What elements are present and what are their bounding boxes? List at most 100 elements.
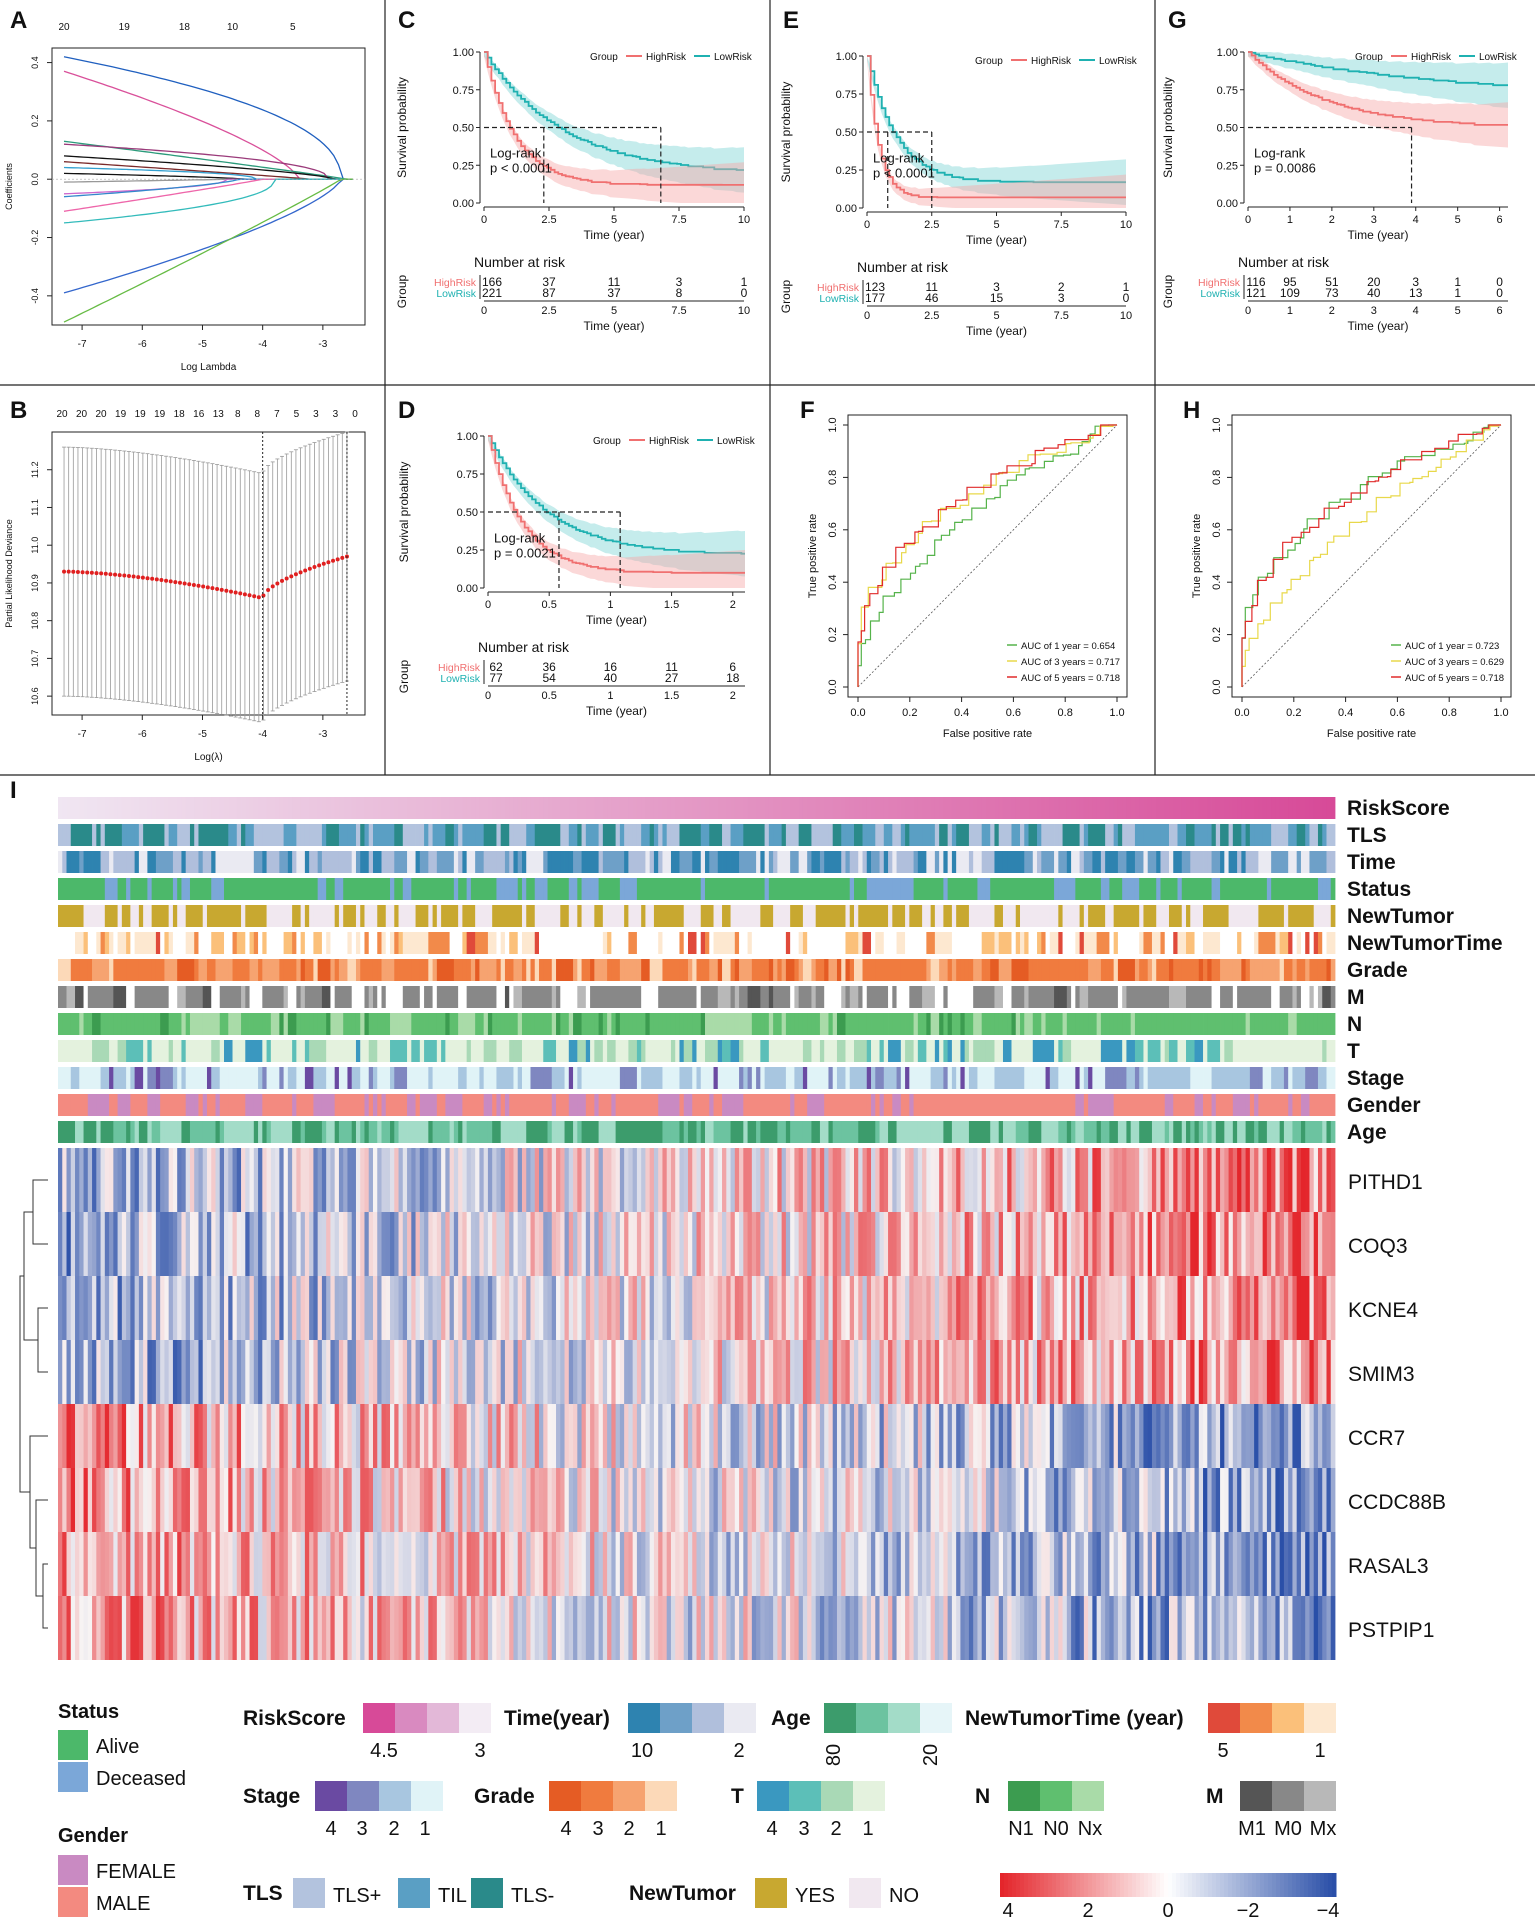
track-cell bbox=[1096, 932, 1102, 954]
heatmap-cell bbox=[475, 1148, 480, 1212]
track-cell bbox=[500, 986, 506, 1008]
heatmap-cell bbox=[483, 1148, 489, 1212]
track-cell bbox=[1275, 1040, 1281, 1062]
heatmap-cell bbox=[1109, 1148, 1115, 1212]
track-cell bbox=[896, 824, 902, 846]
track-cell bbox=[1254, 1121, 1259, 1143]
track-cell bbox=[683, 932, 689, 954]
track-cell bbox=[577, 959, 582, 981]
track-cell bbox=[768, 1067, 774, 1089]
track-cell bbox=[1028, 878, 1034, 900]
track-cell bbox=[547, 797, 553, 819]
track-cell bbox=[1309, 797, 1315, 819]
track-cell bbox=[998, 1121, 1004, 1143]
track-cell bbox=[960, 1121, 966, 1143]
track-cell bbox=[960, 1040, 966, 1062]
track-cell bbox=[62, 851, 67, 873]
track-cell bbox=[636, 986, 642, 1008]
track-label-time: Time bbox=[1347, 851, 1396, 874]
track-cell bbox=[828, 1067, 834, 1089]
track-cell bbox=[1198, 932, 1204, 954]
track-cell bbox=[1054, 1040, 1059, 1062]
track-cell bbox=[402, 1094, 408, 1116]
track-cell bbox=[730, 824, 736, 846]
track-cell bbox=[964, 1067, 970, 1089]
track-cell bbox=[968, 1040, 974, 1062]
track-cell bbox=[998, 797, 1004, 819]
track-cell bbox=[117, 1121, 123, 1143]
track-cell bbox=[841, 1121, 846, 1143]
track-cell bbox=[151, 1094, 157, 1116]
track-cell bbox=[147, 959, 153, 981]
track-cell bbox=[1088, 851, 1093, 873]
risk-count: 16 bbox=[604, 660, 618, 674]
track-cell bbox=[470, 1040, 476, 1062]
track-cell bbox=[275, 1094, 280, 1116]
track-cell bbox=[679, 986, 685, 1008]
track-cell bbox=[300, 959, 306, 981]
track-cell bbox=[934, 986, 940, 1008]
track-cell bbox=[1100, 797, 1106, 819]
track-cell bbox=[262, 986, 267, 1008]
track-cell bbox=[224, 824, 229, 846]
track-cell bbox=[241, 932, 246, 954]
track-cell bbox=[338, 1121, 344, 1143]
track-cell bbox=[343, 797, 348, 819]
track-cell bbox=[866, 797, 872, 819]
track-cell bbox=[479, 959, 485, 981]
track-cell bbox=[504, 959, 510, 981]
track-cell bbox=[1258, 959, 1264, 981]
heatmap-cell bbox=[1130, 1148, 1136, 1212]
track-cell bbox=[913, 824, 919, 846]
track-cell bbox=[1054, 986, 1059, 1008]
track-cell bbox=[675, 1121, 680, 1143]
track-cell bbox=[441, 959, 446, 981]
track-cell bbox=[1092, 1013, 1098, 1035]
risk-count: 123 bbox=[865, 280, 885, 294]
track-cell bbox=[1228, 1067, 1234, 1089]
track-cell bbox=[1271, 1040, 1276, 1062]
track-cell bbox=[1168, 959, 1174, 981]
track-cell bbox=[1007, 959, 1012, 981]
x-axis-label: Time (year) bbox=[966, 233, 1027, 247]
track-cell bbox=[892, 959, 897, 981]
track-cell bbox=[130, 986, 136, 1008]
deviance-point bbox=[117, 573, 122, 578]
track-cell bbox=[883, 1121, 889, 1143]
track-cell bbox=[526, 905, 531, 927]
track-cell bbox=[598, 1013, 604, 1035]
heatmap-cell bbox=[262, 1148, 267, 1212]
track-cell bbox=[185, 986, 191, 1008]
track-cell bbox=[658, 1067, 663, 1089]
track-cell bbox=[445, 824, 451, 846]
track-cell bbox=[283, 1094, 289, 1116]
track-cell bbox=[321, 1067, 327, 1089]
track-cell bbox=[1224, 1067, 1229, 1089]
track-cell bbox=[1079, 1040, 1085, 1062]
annotation-track-m: M bbox=[58, 986, 1365, 1009]
heatmap-cell bbox=[270, 1148, 276, 1212]
track-cell bbox=[270, 932, 276, 954]
track-cell bbox=[739, 959, 744, 981]
track-cell bbox=[1143, 959, 1149, 981]
track-cell bbox=[198, 878, 204, 900]
track-cell bbox=[160, 1121, 165, 1143]
track-cell bbox=[1007, 824, 1012, 846]
track-cell bbox=[509, 1067, 514, 1089]
track-cell bbox=[658, 878, 663, 900]
heatmap-cell bbox=[1020, 1148, 1025, 1212]
track-cell bbox=[211, 1013, 216, 1035]
track-cell bbox=[419, 905, 425, 927]
track-cell bbox=[564, 1040, 570, 1062]
heatmap-cell bbox=[177, 1148, 182, 1212]
track-cell bbox=[773, 959, 778, 981]
track-cell bbox=[1173, 851, 1178, 873]
track-cell bbox=[662, 824, 668, 846]
track-cell bbox=[92, 1067, 97, 1089]
roc-curve bbox=[857, 424, 1117, 687]
heatmap-cell bbox=[424, 1148, 429, 1212]
track-cell bbox=[177, 932, 182, 954]
track-cell bbox=[1079, 932, 1085, 954]
track-cell bbox=[556, 1094, 561, 1116]
track-cell bbox=[1305, 878, 1310, 900]
